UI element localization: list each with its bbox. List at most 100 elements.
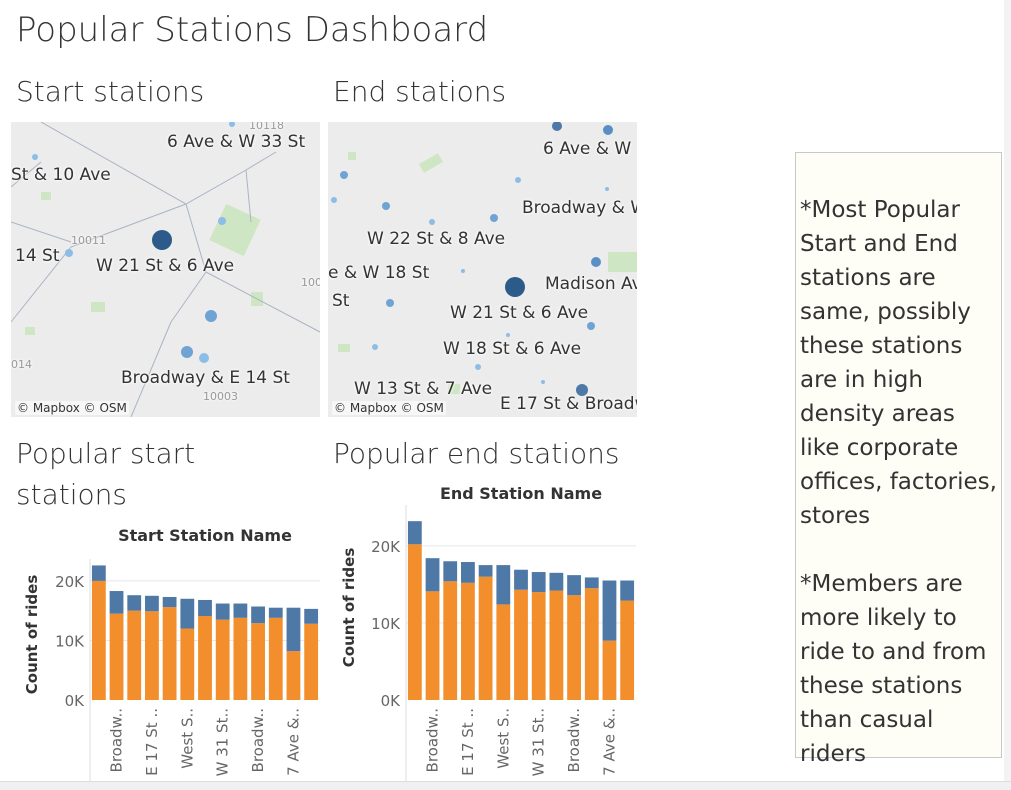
station-dot[interactable] — [603, 125, 613, 135]
bar-segment-member[interactable] — [602, 640, 617, 700]
bar-segment-member[interactable] — [514, 589, 528, 700]
map-attribution[interactable]: © Mapbox © OSM — [15, 401, 129, 415]
horizontal-scrollbar[interactable] — [0, 781, 1011, 790]
station-dot[interactable] — [461, 269, 465, 273]
bar-segment-casual[interactable] — [461, 562, 475, 583]
map-label: 6 Ave & W 3 — [543, 139, 637, 159]
bar-segment-casual[interactable] — [549, 572, 564, 591]
bar-segment-member[interactable] — [233, 617, 248, 700]
bar-segment-member[interactable] — [531, 592, 546, 700]
station-dot[interactable] — [429, 219, 435, 225]
station-dot[interactable] — [541, 380, 545, 384]
station-dot[interactable] — [205, 310, 217, 322]
bar-segment-casual[interactable] — [425, 558, 440, 592]
y-tick-label: 20K — [371, 538, 401, 556]
bar-segment-member[interactable] — [620, 600, 635, 700]
station-dot[interactable] — [331, 197, 337, 203]
bar-segment-casual[interactable] — [180, 598, 195, 629]
station-dot[interactable] — [199, 353, 209, 363]
bar-segment-casual[interactable] — [251, 606, 265, 624]
station-dot[interactable] — [490, 214, 498, 222]
start-stations-chart[interactable]: Start Station Name Count of rides 0K 10K 20K… — [10, 520, 322, 782]
page-title: Popular Stations Dashboard — [16, 10, 489, 50]
station-dot[interactable] — [386, 299, 394, 307]
voronoi-line — [130, 321, 172, 417]
bar-segment-member[interactable] — [198, 616, 212, 700]
bar-segment-casual[interactable] — [478, 565, 493, 577]
station-dot[interactable] — [65, 249, 73, 257]
station-dot-large[interactable] — [505, 277, 525, 297]
bar-segment-casual[interactable] — [215, 603, 230, 620]
station-dot-large[interactable] — [152, 230, 172, 250]
bar-segment-member[interactable] — [91, 580, 106, 700]
bar-segment-member[interactable] — [215, 619, 230, 700]
bar-segment-member[interactable] — [443, 581, 458, 700]
bar-segment-member[interactable] — [407, 544, 422, 700]
station-dot[interactable] — [605, 187, 609, 191]
bar-segment-member[interactable] — [549, 590, 564, 700]
bar-segment-member[interactable] — [109, 613, 124, 700]
bar-segment-member[interactable] — [127, 610, 142, 700]
bar-segment-casual[interactable] — [304, 608, 319, 624]
station-dot[interactable] — [587, 322, 595, 330]
start-stations-map[interactable]: 6 Ave & W 33 St St & 10 Ave 14 St W 21 S… — [11, 122, 320, 417]
park-area — [608, 252, 637, 272]
bar-segment-member[interactable] — [584, 588, 599, 700]
bar-segment-casual[interactable] — [109, 591, 124, 614]
bar-segment-casual[interactable] — [91, 565, 106, 581]
bar-segment-member[interactable] — [425, 591, 440, 700]
bar-segment-member[interactable] — [251, 623, 265, 700]
bar-segment-casual[interactable] — [602, 580, 617, 641]
vertical-scrollbar[interactable] — [1004, 0, 1011, 781]
end-bars-title: Popular end stations — [333, 437, 620, 470]
bar-segment-casual[interactable] — [443, 561, 458, 582]
park-area — [418, 153, 444, 173]
end-stations-chart[interactable]: End Station Name Count of rides 0K 10K 20K Br… — [328, 480, 640, 782]
bar-segment-member[interactable] — [461, 582, 475, 700]
bar-segment-member[interactable] — [304, 623, 319, 700]
bar-segment-casual[interactable] — [198, 599, 212, 617]
station-dot[interactable] — [229, 122, 235, 127]
bar-segment-casual[interactable] — [145, 595, 159, 612]
station-dot[interactable] — [552, 122, 562, 131]
y-tick-label: 10K — [55, 632, 85, 650]
bar-segment-casual[interactable] — [162, 596, 177, 608]
bar-segment-member[interactable] — [145, 611, 159, 700]
bar-segment-casual[interactable] — [531, 572, 546, 593]
station-dot[interactable] — [591, 257, 601, 267]
station-dot[interactable] — [515, 177, 521, 183]
bar-segment-member[interactable] — [286, 651, 301, 700]
bar-segment-casual[interactable] — [620, 580, 635, 601]
station-dot[interactable] — [32, 154, 38, 160]
bar-segment-member[interactable] — [567, 595, 581, 700]
y-tick-label: 0K — [381, 692, 402, 710]
bar-segment-member[interactable] — [180, 628, 195, 700]
chart-title: End Station Name — [440, 484, 602, 503]
station-dot[interactable] — [475, 364, 481, 370]
bar-segment-casual[interactable] — [584, 577, 599, 589]
y-tick-label: 20K — [55, 573, 85, 591]
bar-segment-member[interactable] — [478, 576, 493, 700]
station-dot[interactable] — [340, 171, 348, 179]
bar-segment-member[interactable] — [162, 607, 177, 700]
map-attribution[interactable]: © Mapbox © OSM — [332, 401, 446, 415]
bar-segment-casual[interactable] — [567, 575, 581, 596]
bar-segment-casual[interactable] — [496, 565, 511, 605]
bar-segment-casual[interactable] — [514, 569, 528, 590]
bar-segment-member[interactable] — [496, 604, 511, 700]
station-dot[interactable] — [218, 217, 226, 225]
bar-segment-casual[interactable] — [268, 607, 283, 618]
station-dot[interactable] — [181, 346, 193, 358]
station-dot[interactable] — [382, 202, 390, 210]
end-stations-map[interactable]: 6 Ave & W 3 Broadway & W W 22 St & 8 Ave… — [328, 122, 637, 417]
station-dot[interactable] — [372, 344, 378, 350]
bar-segment-casual[interactable] — [233, 603, 248, 618]
bar-segment-casual[interactable] — [286, 607, 301, 652]
station-dot[interactable] — [506, 333, 510, 337]
bar-segment-member[interactable] — [268, 617, 283, 700]
bar-segment-casual[interactable] — [407, 521, 422, 545]
bar-segment-casual[interactable] — [127, 595, 142, 611]
park-area — [209, 203, 261, 257]
x-tick-label: E 17 St .. — [459, 708, 477, 776]
station-dot[interactable] — [576, 384, 588, 396]
